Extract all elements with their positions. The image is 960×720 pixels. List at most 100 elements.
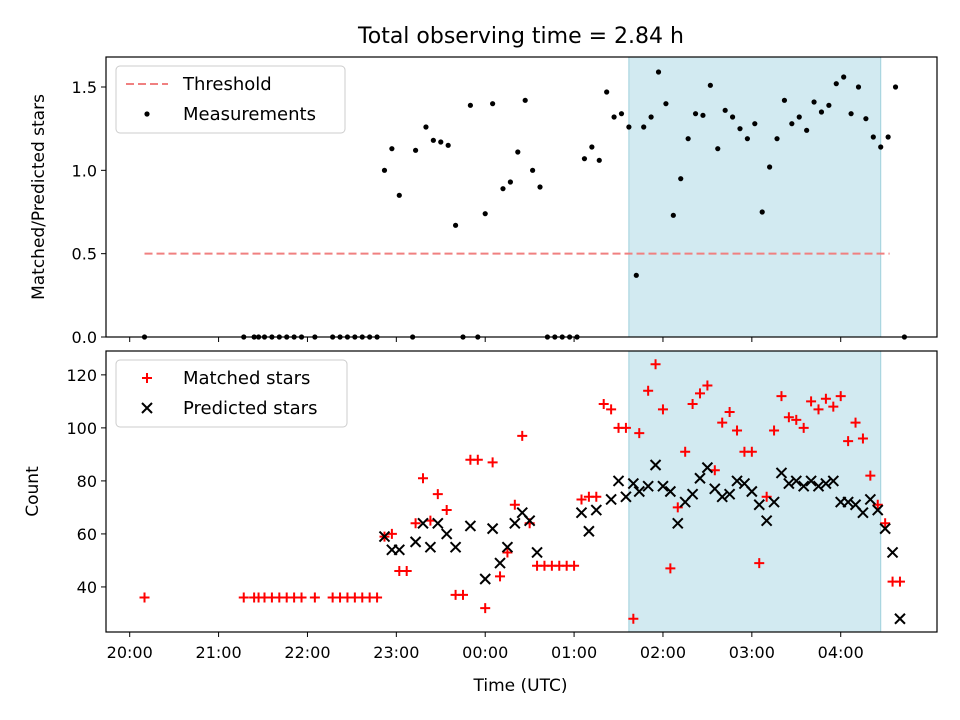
predicted-marker <box>590 504 603 516</box>
matched-marker <box>769 425 780 436</box>
series-predicted-stars <box>378 459 906 625</box>
data-point <box>878 144 884 150</box>
predicted-marker <box>716 491 728 503</box>
data-point <box>589 144 595 150</box>
panel-top: 0.0 0.5 1.0 1.5 Matched/Predicted stars Thres… <box>29 56 938 347</box>
data-point <box>596 157 602 163</box>
predicted-marker <box>775 467 788 479</box>
predicted-marker <box>440 528 453 540</box>
predicted-marker <box>633 485 645 498</box>
predicted-marker <box>746 485 758 498</box>
predicted-marker <box>417 517 429 530</box>
y-tick-label: 0.5 <box>72 245 97 264</box>
y-tick-label: 40 <box>77 578 97 597</box>
x-tick-label: 00:00 <box>462 643 508 662</box>
matched-marker <box>657 404 668 415</box>
matched-marker <box>732 425 743 436</box>
data-point <box>467 102 473 108</box>
data-point <box>500 186 506 192</box>
predicted-marker <box>657 480 669 492</box>
data-point <box>892 84 899 90</box>
predicted-marker <box>664 485 677 498</box>
matched-marker <box>139 592 150 603</box>
y-tick-label: 1.0 <box>72 161 97 180</box>
predicted-marker <box>501 541 514 553</box>
predicted-marker <box>686 488 699 500</box>
legend-box <box>115 359 348 428</box>
matched-marker <box>569 560 580 571</box>
matched-marker <box>843 436 854 447</box>
matched-marker <box>783 412 794 423</box>
data-point <box>641 124 647 130</box>
data-point <box>767 164 773 170</box>
data-point <box>670 212 676 218</box>
data-point <box>633 272 639 278</box>
data-point <box>789 121 795 127</box>
y-axis-label: Count <box>23 466 43 517</box>
matched-marker <box>432 489 443 500</box>
matched-marker <box>880 518 891 529</box>
x-tick-label: 02:00 <box>640 643 686 662</box>
matched-marker <box>865 470 876 481</box>
data-point <box>648 114 654 120</box>
matched-marker <box>634 428 645 439</box>
predicted-marker <box>790 475 802 487</box>
data-point <box>826 102 832 108</box>
data-point <box>412 147 419 153</box>
data-point <box>490 101 496 107</box>
matched-marker <box>238 592 249 603</box>
matched-marker <box>410 518 421 529</box>
matched-marker <box>495 571 506 582</box>
data-point <box>759 209 765 215</box>
predicted-marker <box>393 544 406 556</box>
x-tick-label: 21:00 <box>196 643 242 662</box>
predicted-marker <box>805 475 817 487</box>
data-point <box>863 116 869 122</box>
data-point <box>737 126 743 132</box>
data-point <box>530 167 536 173</box>
legend: Threshold Measurements <box>115 65 346 134</box>
predicted-marker <box>694 472 706 484</box>
predicted-marker <box>672 517 684 530</box>
predicted-marker <box>509 517 521 530</box>
matched-marker <box>680 446 691 457</box>
matched-marker <box>517 430 528 441</box>
y-tick-label: 80 <box>77 472 97 491</box>
matched-marker <box>806 396 817 407</box>
predicted-marker <box>531 546 543 559</box>
matched-marker <box>386 528 397 539</box>
predicted-marker <box>894 613 906 625</box>
legend-label: Threshold <box>182 74 272 95</box>
data-point <box>841 74 847 80</box>
predicted-marker <box>879 522 891 535</box>
data-point <box>796 114 802 120</box>
data-point <box>626 124 632 130</box>
y-tick-label: 0.0 <box>72 328 97 347</box>
predicted-marker <box>649 459 662 471</box>
matched-marker <box>776 391 787 402</box>
predicted-marker <box>842 496 854 508</box>
legend-predicted-swatch <box>141 402 153 414</box>
matched-marker <box>746 446 757 457</box>
x-tick-label: 20:00 <box>107 643 153 662</box>
matched-marker <box>296 592 307 603</box>
matched-marker <box>650 359 661 370</box>
data-point <box>396 192 402 198</box>
matched-marker <box>724 406 735 417</box>
predicted-marker <box>701 461 714 474</box>
matched-marker <box>628 613 639 624</box>
data-point <box>685 136 691 142</box>
predicted-marker <box>731 475 743 487</box>
legend-label: Matched stars <box>183 368 310 389</box>
x-tick-label: 01:00 <box>551 643 597 662</box>
matched-marker <box>835 391 846 402</box>
x-axis-label: Time (UTC) <box>473 676 568 696</box>
predicted-marker <box>612 475 625 487</box>
matched-marker <box>591 491 602 502</box>
matched-marker <box>487 457 498 468</box>
matched-marker <box>643 385 654 396</box>
data-point <box>381 167 388 173</box>
predicted-marker <box>583 525 595 537</box>
data-point <box>729 114 736 120</box>
data-point <box>781 97 788 103</box>
